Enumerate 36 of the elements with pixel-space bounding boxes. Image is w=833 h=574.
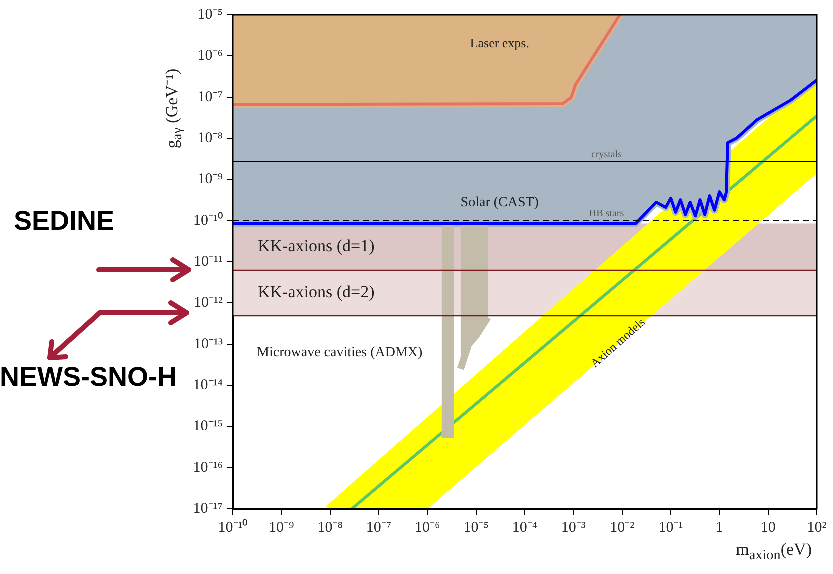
y-tick-label: 10⁻¹¹ xyxy=(194,254,223,270)
x-tick-label: 10² xyxy=(807,520,828,536)
x-tick-label: 1 xyxy=(716,520,724,536)
x-tick-label: 10⁻⁸ xyxy=(318,520,343,536)
y-tick-label: 10⁻⁵ xyxy=(198,6,223,23)
text: SEDINE xyxy=(14,206,115,237)
text: NEWS-SNO-H xyxy=(0,362,177,393)
y-tick-label: 10⁻⁶ xyxy=(198,48,223,64)
ref-line-label: HB stars xyxy=(589,208,624,220)
y-tick-label: 10⁻¹³ xyxy=(194,336,224,352)
y-tick-label: 10⁻⁸ xyxy=(198,130,223,146)
annotation: Laser exps. xyxy=(470,36,530,51)
x-tick-label: 10⁻⁵ xyxy=(464,520,489,536)
x-tick-label: 10⁻⁴ xyxy=(512,520,538,536)
y-tick-label: 10⁻⁹ xyxy=(198,172,223,188)
y-tick-label: 10⁻¹⁴ xyxy=(193,377,223,394)
x-tick-label: 10⁻² xyxy=(610,520,636,536)
x-tick-label: 10 xyxy=(760,520,776,536)
annotation: Microwave cavities (ADMX) xyxy=(257,346,424,361)
y-tick-label: 10⁻¹⁷ xyxy=(193,500,223,517)
x-tick-label: 10⁻⁶ xyxy=(415,520,440,536)
y-tick-label: 10⁻¹² xyxy=(194,295,224,312)
x-tick-label: 10⁻¹⁰ xyxy=(218,518,248,536)
y-tick-label: 10⁻¹⁰ xyxy=(194,212,223,229)
annotation: Solar (CAST) xyxy=(460,195,540,210)
band-label: KK-axions (d=1) xyxy=(258,236,375,256)
y-tick-label: 10⁻⁷ xyxy=(198,89,223,106)
x-axis-title: m$_{axion}$(eV) xyxy=(736,540,812,564)
y-tick-label: 10⁻¹⁵ xyxy=(193,418,223,435)
y-tick-label: 10⁻¹⁶ xyxy=(193,460,223,476)
x-tick-label: 10⁻⁷ xyxy=(366,520,392,536)
x-tick-label: 10⁻³ xyxy=(561,520,586,536)
x-tick-label: 10⁻¹ xyxy=(658,520,684,536)
band-label: KK-axions (d=2) xyxy=(258,282,375,302)
ref-line-label: crystals xyxy=(591,150,622,161)
x-tick-label: 10⁻⁹ xyxy=(269,520,294,536)
